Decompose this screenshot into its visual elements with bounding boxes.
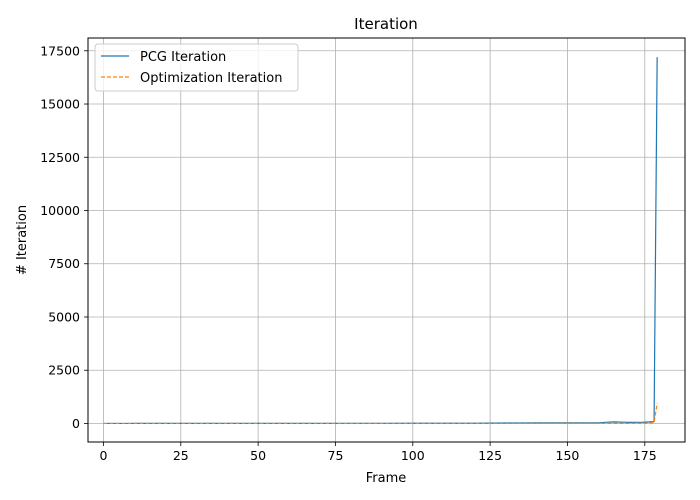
y-tick-label: 15000 <box>40 97 80 112</box>
y-tick-label: 7500 <box>48 256 80 271</box>
legend-box <box>94 43 299 92</box>
x-tick-label: 175 <box>633 448 657 463</box>
chart-title: Iteration <box>354 15 418 33</box>
x-tick-label: 50 <box>250 448 266 463</box>
grid-lines <box>88 38 685 442</box>
legend-optimization-label: Optimization Iteration <box>140 71 282 86</box>
y-tick-label: 10000 <box>40 203 80 218</box>
x-tick-label: 25 <box>173 448 189 463</box>
legend-pcg-label: PCG Iteration <box>140 50 226 65</box>
series-line-optimization-iteration <box>103 403 658 425</box>
x-tick-label: 125 <box>478 448 502 463</box>
x-tick-label: 100 <box>401 448 425 463</box>
legend: PCG Iteration Optimization Iteration <box>94 43 299 92</box>
x-tick-label: 75 <box>328 448 344 463</box>
y-tick-label: 2500 <box>48 363 80 378</box>
plot-area-frame <box>87 37 686 443</box>
y-tick-label: 0 <box>72 416 80 431</box>
x-tick-label: 150 <box>556 448 580 463</box>
x-axis-ticks: 0 25 50 75 100 125 150 175 <box>99 442 657 463</box>
y-tick-label: 12500 <box>40 150 80 165</box>
y-axis-label: # Iteration <box>15 205 30 275</box>
y-axis-ticks: 0 2500 5000 7500 10000 12500 15000 17500 <box>40 43 88 431</box>
series-lines <box>103 57 658 425</box>
y-tick-label: 5000 <box>48 309 80 324</box>
x-axis-label: Frame <box>366 471 407 486</box>
x-tick-label: 0 <box>99 448 107 463</box>
series-line-pcg-iteration <box>103 57 658 425</box>
y-tick-label: 17500 <box>40 43 80 58</box>
